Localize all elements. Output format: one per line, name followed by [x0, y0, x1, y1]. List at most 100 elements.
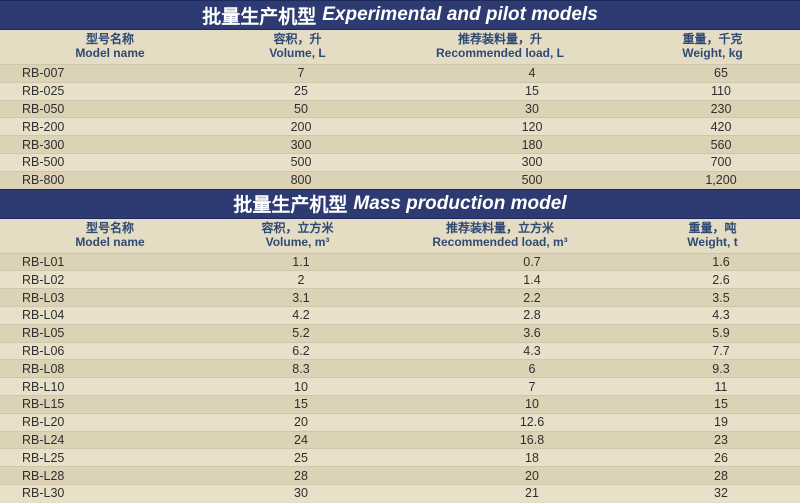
cell-model: RB-L06 — [22, 343, 65, 358]
col-header-model: 型号名称 Model name — [75, 32, 145, 60]
cell-weight: 420 — [710, 119, 732, 134]
cell-weight: 23 — [714, 432, 728, 447]
table-row: RB-200 200 120 420 — [0, 117, 800, 136]
cell-model: RB-L15 — [22, 397, 65, 412]
cell-weight: 4.3 — [712, 308, 730, 323]
cell-weight: 560 — [710, 137, 732, 152]
cell-weight: 3.5 — [712, 290, 730, 305]
table-body-experimental: RB-007 7 4 65 RB-025 25 15 110 RB-050 50 30 230 RB-2… — [0, 64, 800, 189]
cell-volume: 25 — [294, 84, 308, 99]
cell-model: RB-L28 — [22, 468, 65, 483]
cell-volume: 6.2 — [292, 343, 310, 358]
cell-volume: 7 — [297, 66, 305, 81]
section-experimental: 批量生产机型 Experimental and pilot models 型号名… — [0, 0, 800, 189]
cell-load: 1.4 — [523, 272, 541, 287]
table-row: RB-L28 28 20 28 — [0, 466, 800, 484]
cell-model: RB-L08 — [22, 361, 65, 376]
table-row: RB-L02 2 1.4 2.6 — [0, 270, 800, 289]
cell-volume: 25 — [294, 450, 308, 465]
cell-weight: 26 — [714, 450, 728, 465]
table-row: RB-L10 10 7 11 — [0, 377, 800, 395]
cell-volume: 1.1 — [292, 254, 310, 269]
cell-load: 300 — [521, 155, 543, 170]
table-row: RB-500 500 300 700 — [0, 152, 800, 171]
cell-load: 16.8 — [519, 432, 545, 447]
col-header-volume: 容积，立方米 Volume, m³ — [261, 220, 334, 249]
cell-volume: 20 — [294, 415, 308, 430]
section-title-zh: 批量生产机型 — [202, 6, 317, 28]
cell-load: 4 — [528, 66, 536, 81]
cell-volume: 500 — [290, 155, 312, 170]
table-row: RB-050 50 30 230 — [0, 99, 800, 118]
table-row: RB-L15 15 10 15 — [0, 394, 800, 413]
cell-weight: 9.3 — [712, 361, 730, 376]
cell-volume: 24 — [294, 432, 308, 447]
cell-model: RB-500 — [22, 155, 65, 170]
cell-model: RB-L30 — [22, 486, 65, 501]
cell-model: RB-L20 — [22, 415, 65, 430]
col-header-volume: 容积，升 Volume, L — [269, 32, 326, 60]
cell-volume: 5.2 — [292, 326, 310, 341]
cell-model: RB-050 — [22, 101, 65, 116]
cell-volume: 2 — [297, 272, 305, 287]
cell-model: RB-200 — [22, 119, 65, 134]
cell-load: 21 — [525, 486, 539, 501]
cell-load: 120 — [521, 119, 543, 134]
cell-load: 10 — [525, 397, 539, 412]
cell-load: 15 — [525, 84, 539, 99]
table-row: RB-L05 5.2 3.6 5.9 — [0, 323, 800, 342]
cell-model: RB-L10 — [22, 379, 65, 394]
cell-model: RB-L05 — [22, 326, 65, 341]
table-row: RB-800 800 500 1,200 — [0, 170, 800, 189]
cell-load: 3.6 — [523, 326, 541, 341]
table-row: RB-300 300 180 560 — [0, 135, 800, 153]
cell-volume: 300 — [290, 137, 312, 152]
cell-model: RB-L03 — [22, 290, 65, 305]
col-header-load: 推荐装料量，升 Recommended load, L — [435, 32, 565, 60]
cell-weight: 1,200 — [705, 173, 737, 188]
cell-load: 500 — [521, 173, 543, 188]
cell-model: RB-L24 — [22, 432, 65, 447]
cell-volume: 30 — [294, 486, 308, 501]
cell-load: 180 — [521, 137, 543, 152]
col-header-load: 推荐装料量，立方米 Recommended load, m³ — [432, 220, 568, 249]
cell-weight: 11 — [714, 379, 728, 394]
cell-volume: 15 — [294, 397, 308, 412]
cell-volume: 4.2 — [292, 308, 310, 323]
section-title-en: Experimental and pilot models — [322, 4, 598, 25]
cell-weight: 32 — [714, 486, 728, 501]
table-header-experimental: 型号名称 Model name 容积，升 Volume, L 推荐装料量，升 R… — [0, 30, 800, 64]
cell-weight: 1.6 — [712, 254, 730, 269]
table-row: RB-L20 20 12.6 19 — [0, 412, 800, 431]
cell-weight: 19 — [714, 415, 728, 430]
cell-model: RB-025 — [22, 84, 65, 99]
table-header-mass: 型号名称 Model name 容积，立方米 Volume, m³ 推荐装料量，… — [0, 219, 800, 253]
section-title-mass: 批量生产机型 Mass production model — [0, 188, 800, 219]
col-header-weight: 重量，千克 Weight, kg — [682, 32, 743, 60]
cell-weight: 15 — [714, 397, 728, 412]
cell-load: 7 — [528, 379, 536, 394]
cell-load: 0.7 — [523, 254, 541, 269]
col-header-weight: 重量，吨 Weight, t — [687, 220, 738, 249]
table-row: RB-L01 1.1 0.7 1.6 — [0, 252, 800, 271]
section-mass: 批量生产机型 Mass production model 型号名称 Model … — [0, 188, 800, 502]
cell-model: RB-L01 — [22, 254, 65, 269]
table-row: RB-L24 24 16.8 23 — [0, 430, 800, 449]
table-row: RB-L30 30 21 32 — [0, 483, 800, 502]
cell-model: RB-L02 — [22, 272, 65, 287]
section-title-en: Mass production model — [353, 192, 567, 214]
cell-volume: 3.1 — [292, 290, 310, 305]
cell-weight: 700 — [710, 155, 732, 170]
cell-volume: 10 — [294, 379, 308, 394]
cell-volume: 50 — [294, 101, 308, 116]
cell-weight: 110 — [711, 84, 731, 99]
table-body-mass: RB-L01 1.1 0.7 1.6 RB-L02 2 1.4 2.6 RB-L03 3.1 2.2… — [0, 252, 800, 502]
cell-load: 2.8 — [523, 308, 541, 323]
table-row: RB-L08 8.3 6 9.3 — [0, 359, 800, 378]
table-row: RB-L25 25 18 26 — [0, 448, 800, 467]
cell-weight: 65 — [714, 66, 728, 81]
cell-model: RB-L25 — [22, 450, 65, 465]
cell-volume: 800 — [290, 173, 312, 188]
cell-model: RB-300 — [22, 137, 65, 152]
cell-weight: 2.6 — [712, 272, 730, 287]
